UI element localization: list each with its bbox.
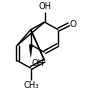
Text: CH₃: CH₃ [23,81,39,90]
Text: OH: OH [38,2,51,11]
Text: O: O [70,20,77,29]
Text: OH: OH [31,59,44,68]
Polygon shape [29,45,32,57]
